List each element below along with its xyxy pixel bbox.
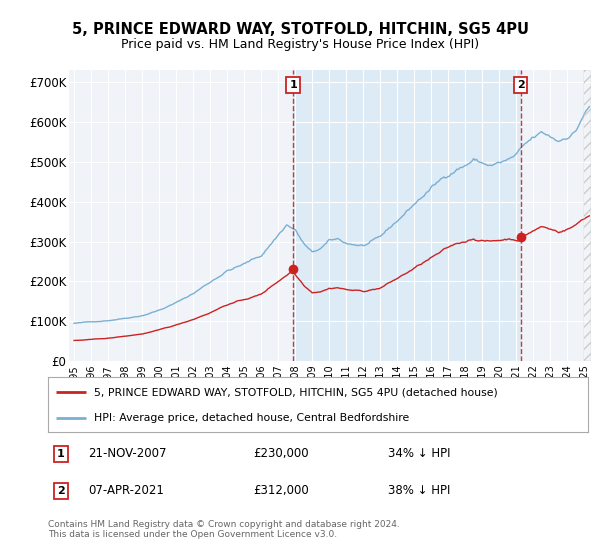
Text: 07-APR-2021: 07-APR-2021 xyxy=(89,484,164,497)
Text: Price paid vs. HM Land Registry's House Price Index (HPI): Price paid vs. HM Land Registry's House … xyxy=(121,38,479,52)
Text: 5, PRINCE EDWARD WAY, STOTFOLD, HITCHIN, SG5 4PU: 5, PRINCE EDWARD WAY, STOTFOLD, HITCHIN,… xyxy=(71,22,529,36)
Text: 34% ↓ HPI: 34% ↓ HPI xyxy=(388,447,451,460)
Text: 2: 2 xyxy=(57,486,65,496)
Text: 21-NOV-2007: 21-NOV-2007 xyxy=(89,447,167,460)
Text: £230,000: £230,000 xyxy=(253,447,309,460)
Text: HPI: Average price, detached house, Central Bedfordshire: HPI: Average price, detached house, Cent… xyxy=(94,413,409,422)
Text: 1: 1 xyxy=(289,80,297,90)
Text: £312,000: £312,000 xyxy=(253,484,309,497)
Bar xyxy=(293,70,521,361)
Text: 2: 2 xyxy=(517,80,524,90)
Text: Contains HM Land Registry data © Crown copyright and database right 2024.
This d: Contains HM Land Registry data © Crown c… xyxy=(48,520,400,539)
Text: 5, PRINCE EDWARD WAY, STOTFOLD, HITCHIN, SG5 4PU (detached house): 5, PRINCE EDWARD WAY, STOTFOLD, HITCHIN,… xyxy=(94,388,497,397)
Text: 1: 1 xyxy=(57,449,65,459)
Text: 38% ↓ HPI: 38% ↓ HPI xyxy=(388,484,451,497)
